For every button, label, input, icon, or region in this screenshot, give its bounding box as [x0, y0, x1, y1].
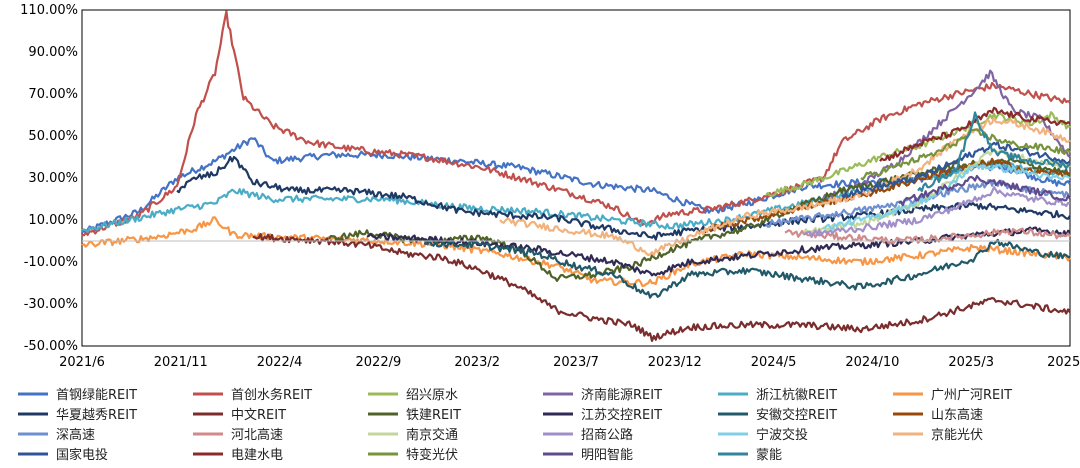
legend-item: 招商公路: [543, 427, 633, 443]
legend-item: 深高速: [18, 427, 95, 443]
x-tick-label: 2025/8: [1047, 355, 1080, 370]
legend-label: 绍兴原水: [406, 388, 458, 403]
series-line-19: [879, 106, 1071, 162]
series-line-15: [803, 186, 1071, 239]
legend-item: 安徽交控REIT: [718, 407, 837, 423]
series-line-18: [841, 140, 1071, 199]
legend-label: 华夏越秀REIT: [56, 408, 137, 423]
legend-item: 特变光伏: [368, 447, 458, 463]
legend-label: 中文REIT: [231, 408, 286, 423]
y-tick-label: -30.00%: [24, 297, 78, 312]
legend-item: 明阳智能: [543, 448, 633, 463]
legend-label: 广州广河REIT: [931, 388, 1012, 403]
legend-item: 广州广河REIT: [893, 388, 1012, 403]
series-lines: [81, 10, 1071, 342]
legend-item: 首钢绿能REIT: [18, 388, 137, 403]
y-tick-label: 110.00%: [20, 3, 78, 18]
series-line-7: [252, 233, 1071, 342]
legend-item: 山东高速: [893, 407, 983, 423]
y-tick-label: 90.00%: [28, 45, 78, 60]
legend-label: 明阳智能: [581, 448, 633, 463]
x-tick-label: 2022/4: [257, 355, 303, 370]
series-line-1: [81, 10, 1071, 237]
series-line-6: [176, 155, 1071, 241]
legend-item: 国家电投: [18, 447, 108, 463]
series-line-2: [765, 111, 1071, 197]
x-tick-label: 2023/2: [454, 355, 500, 370]
y-tick-label: 10.00%: [28, 213, 78, 228]
series-line-22: [917, 111, 1071, 193]
legend-label: 招商公路: [581, 427, 633, 443]
legend-label: 山东高速: [931, 407, 983, 423]
legend-label: 国家电投: [56, 447, 108, 463]
legend-label: 济南能源REIT: [581, 387, 662, 403]
x-tick-label: 2021/11: [154, 355, 208, 370]
legend-label: 宁波交投: [756, 427, 808, 443]
legend-item: 中文REIT: [193, 408, 286, 423]
legend-label: 南京交通: [406, 427, 458, 443]
legend-label: 河北高速: [231, 427, 283, 443]
legend-item: 浙江杭徽REIT: [718, 388, 837, 403]
series-line-20: [860, 128, 1071, 181]
x-tick-label: 2021/6: [59, 355, 105, 370]
legend-label: 特变光伏: [406, 447, 458, 463]
legend-label: 首钢绿能REIT: [56, 388, 137, 403]
y-tick-label: 30.00%: [28, 171, 78, 186]
series-line-21: [898, 174, 1071, 207]
legend-item: 蒙能: [718, 448, 782, 463]
legend-label: 深高速: [56, 427, 95, 443]
legend-label: 电建水电: [231, 448, 283, 463]
x-tick-label: 2023/7: [553, 355, 599, 370]
legend-label: 江苏交控REIT: [581, 407, 662, 423]
series-line-5: [81, 216, 1071, 288]
legend-item: 首创水务REIT: [193, 387, 312, 403]
legend-label: 首创水务REIT: [231, 387, 312, 403]
legend-item: 河北高速: [193, 427, 283, 443]
legend: 首钢绿能REIT 首创水务REIT 绍兴原水 济南能源REIT 浙江杭徽REIT 广州广河…: [18, 387, 1012, 463]
legend-item: 绍兴原水: [368, 388, 458, 403]
legend-label: 铁建REIT: [406, 408, 461, 423]
legend-item: 电建水电: [193, 448, 283, 463]
y-tick-label: -10.00%: [24, 255, 78, 270]
legend-item: 江苏交控REIT: [543, 407, 662, 423]
x-tick-label: 2023/12: [648, 355, 702, 370]
y-tick-label: 70.00%: [28, 87, 78, 102]
x-tick-label: 2024/10: [845, 355, 899, 370]
x-axis: 2021/6 2021/11 2022/4 2022/9 2023/2 2023/7 202…: [59, 355, 1080, 370]
x-tick-label: 2024/5: [751, 355, 797, 370]
legend-label: 蒙能: [756, 448, 782, 463]
legend-item: 济南能源REIT: [543, 387, 662, 403]
legend-label: 京能光伏: [931, 428, 983, 443]
legend-item: 铁建REIT: [368, 408, 461, 423]
y-tick-label: 50.00%: [28, 129, 78, 144]
legend-item: 华夏越秀REIT: [18, 408, 137, 423]
x-tick-label: 2022/9: [356, 355, 402, 370]
series-line-11: [708, 157, 1071, 233]
y-axis: 110.00% 90.00% 70.00% 50.00% 30.00% 10.00% -10…: [20, 3, 78, 354]
y-tick-label: -50.00%: [24, 339, 78, 354]
legend-item: 南京交通: [368, 427, 458, 443]
x-tick-label: 2025/3: [948, 355, 994, 370]
legend-label: 安徽交控REIT: [756, 407, 837, 423]
legend-label: 浙江杭徽REIT: [756, 388, 837, 403]
legend-item: 京能光伏: [893, 428, 983, 443]
series-line-10: [423, 238, 1071, 299]
legend-item: 宁波交投: [718, 427, 808, 443]
